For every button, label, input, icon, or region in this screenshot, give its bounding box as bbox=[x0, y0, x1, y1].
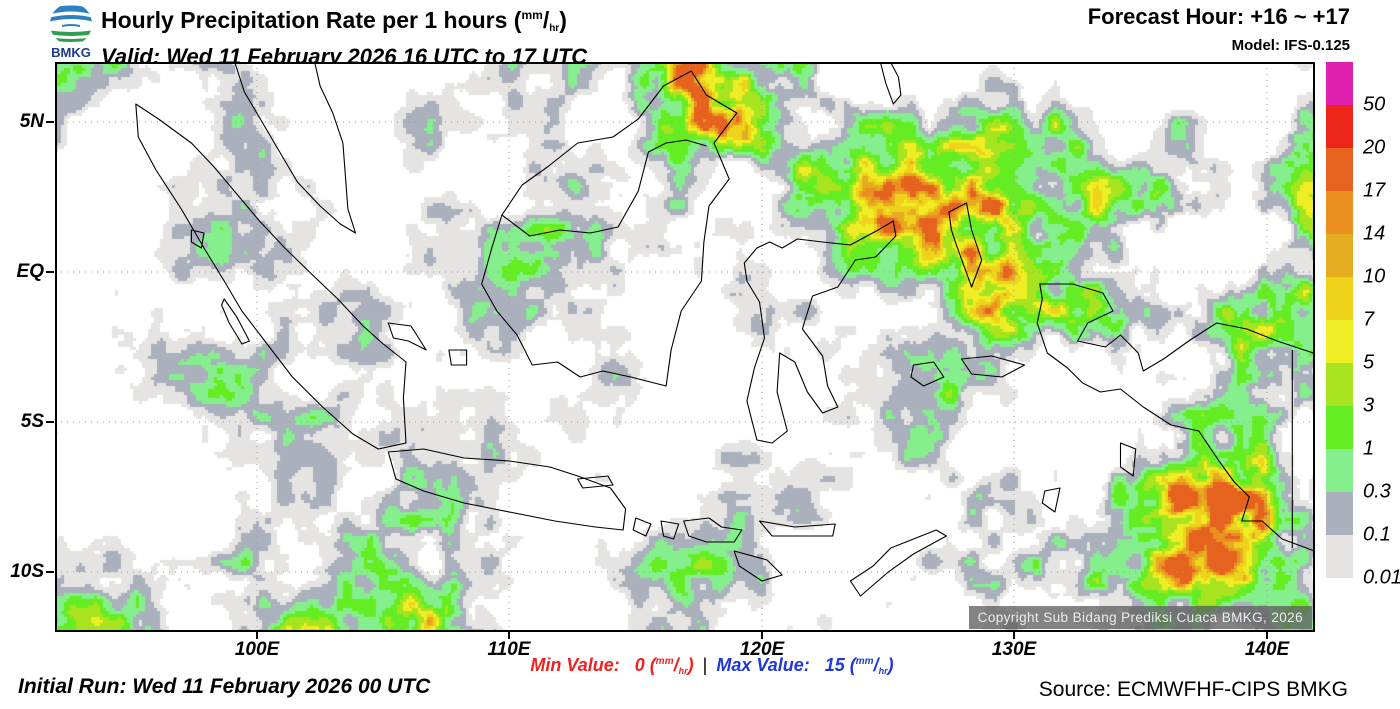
lon-label-100E: 100E bbox=[234, 639, 280, 660]
colorbar-swatch-1 bbox=[1326, 406, 1353, 449]
colorbar-label-14: 14 bbox=[1363, 222, 1386, 245]
lon-label-120E: 120E bbox=[739, 639, 785, 660]
colorbar-label-17: 17 bbox=[1363, 179, 1386, 202]
coastline-flores bbox=[758, 520, 836, 537]
lon-label-110E: 110E bbox=[487, 639, 531, 660]
map-border-frame bbox=[55, 62, 1315, 632]
coastline-sumatra bbox=[135, 103, 407, 450]
coastline-belitung bbox=[448, 349, 468, 366]
colorbar-swatch-50 bbox=[1326, 62, 1353, 105]
coastline-grid-overlay bbox=[55, 62, 1315, 632]
coastline-kalimantan bbox=[481, 70, 738, 387]
lon-tick-mark bbox=[256, 632, 258, 639]
map-area: Copyright Sub Bidang Prediksi Cuaca BMKG… bbox=[55, 62, 1315, 632]
coastline-aru bbox=[1119, 442, 1137, 477]
coastline-sulawesi bbox=[743, 220, 897, 444]
header-right: Forecast Hour: +16 ~ +17 Model: IFS-0.12… bbox=[1088, 4, 1350, 54]
coastline-sumba bbox=[733, 550, 783, 582]
coastline-borneo-border bbox=[501, 139, 707, 237]
colorbar-swatch-0.01 bbox=[1326, 535, 1353, 578]
coastline-papua bbox=[1036, 283, 1315, 552]
colorbar-legend: 50 20 17 14 10 7 5 3 1 0.3 0.1 0.01 bbox=[1326, 62, 1400, 602]
lon-tick-mark bbox=[1013, 632, 1015, 639]
coastline-mentawai bbox=[221, 298, 250, 345]
lat-tick-mark bbox=[46, 271, 54, 273]
colorbar-label-20: 20 bbox=[1363, 136, 1386, 159]
lat-label-5S: 5S bbox=[20, 411, 44, 432]
lat-label-10S: 10S bbox=[10, 561, 44, 582]
model-label: Model: IFS-0.125 bbox=[1231, 37, 1350, 54]
coastline-seram bbox=[960, 355, 1026, 378]
lat-label-5N: 5N bbox=[19, 111, 44, 132]
forecast-hour-label: Forecast Hour: +16 ~ +17 bbox=[1087, 4, 1350, 29]
lon-tick-mark bbox=[761, 632, 763, 639]
coastline-java bbox=[387, 448, 627, 531]
lon-tick-mark bbox=[508, 632, 510, 639]
colorbar-label-0.3: 0.3 bbox=[1363, 480, 1391, 503]
colorbar-swatch-0.3 bbox=[1326, 449, 1353, 492]
coastline-malay-peninsula bbox=[234, 62, 357, 234]
colorbar-swatch-0.1 bbox=[1326, 492, 1353, 535]
lon-label-140E: 140E bbox=[1244, 639, 1290, 660]
logo-wave-blue bbox=[62, 24, 80, 27]
minmax-separator: | bbox=[702, 655, 708, 675]
colorbar-swatch-14 bbox=[1326, 191, 1353, 234]
logo-wave-blue bbox=[50, 5, 92, 15]
header-titles: Hourly Precipitation Rate per 1 hours (m… bbox=[101, 2, 587, 70]
colorbar-swatch-7 bbox=[1326, 277, 1353, 320]
max-value-label: Max Value: 15 (mm/hr) bbox=[716, 655, 894, 676]
lon-tick-mark bbox=[1266, 632, 1268, 639]
coastline-halmahera bbox=[948, 202, 983, 288]
minmax-values: Min Value: 0 (mm/hr) | Max Value: 15 (mm… bbox=[530, 655, 893, 676]
copyright-watermark: Copyright Sub Bidang Prediksi Cuaca BMKG… bbox=[968, 606, 1312, 629]
logo-wave-blue bbox=[50, 15, 92, 22]
initial-run-label: Initial Run: Wed 11 February 2026 00 UTC bbox=[18, 675, 431, 698]
colorbar-swatch-3 bbox=[1326, 363, 1353, 406]
colorbar-swatch-20 bbox=[1326, 105, 1353, 148]
page-title: Hourly Precipitation Rate per 1 hours (m… bbox=[101, 7, 567, 34]
source-label: Source: ECMWFHF-CIPS BMKG bbox=[1038, 678, 1348, 701]
coastline-lombok bbox=[660, 520, 680, 540]
coastline-sumbawa bbox=[683, 517, 743, 543]
unit-denominator: hr bbox=[549, 23, 560, 34]
bmkg-logo: BMKG bbox=[50, 3, 92, 59]
logo-wave-green bbox=[50, 37, 92, 42]
colorbar-label-1: 1 bbox=[1363, 437, 1375, 460]
coastline-bangka bbox=[387, 322, 427, 351]
lat-label-EQ: EQ bbox=[16, 261, 44, 282]
colorbar-label-5: 5 bbox=[1363, 351, 1375, 374]
colorbar-label-7: 7 bbox=[1363, 308, 1375, 331]
unit-numerator: mm bbox=[521, 8, 543, 22]
colorbar-label-3: 3 bbox=[1363, 394, 1375, 417]
coastline-madura bbox=[577, 475, 614, 489]
coastline-buru bbox=[910, 361, 945, 387]
coastline-timor bbox=[849, 529, 947, 597]
colorbar-label-0.1: 0.1 bbox=[1363, 523, 1391, 546]
min-value-label: Min Value: 0 (mm/hr) bbox=[530, 655, 694, 676]
lat-tick-mark bbox=[46, 571, 54, 573]
coastline-bali bbox=[632, 517, 652, 537]
lon-label-130E: 130E bbox=[991, 639, 1037, 660]
lat-tick-mark bbox=[46, 421, 54, 423]
coastline-nias bbox=[190, 229, 205, 249]
coastline-mindanao bbox=[879, 62, 902, 105]
colorbar-label-0.01: 0.01 bbox=[1363, 566, 1400, 589]
colorbar-label-10: 10 bbox=[1363, 265, 1386, 288]
lat-tick-mark bbox=[46, 121, 54, 123]
logo-caption: BMKG bbox=[51, 45, 91, 59]
colorbar-swatch-10 bbox=[1326, 234, 1353, 277]
logo-wave-green bbox=[50, 30, 92, 36]
colorbar-swatch-5 bbox=[1326, 320, 1353, 363]
coastline-tanimbar bbox=[1041, 487, 1061, 513]
colorbar-label-50: 50 bbox=[1363, 93, 1386, 116]
colorbar-swatch-17 bbox=[1326, 148, 1353, 191]
